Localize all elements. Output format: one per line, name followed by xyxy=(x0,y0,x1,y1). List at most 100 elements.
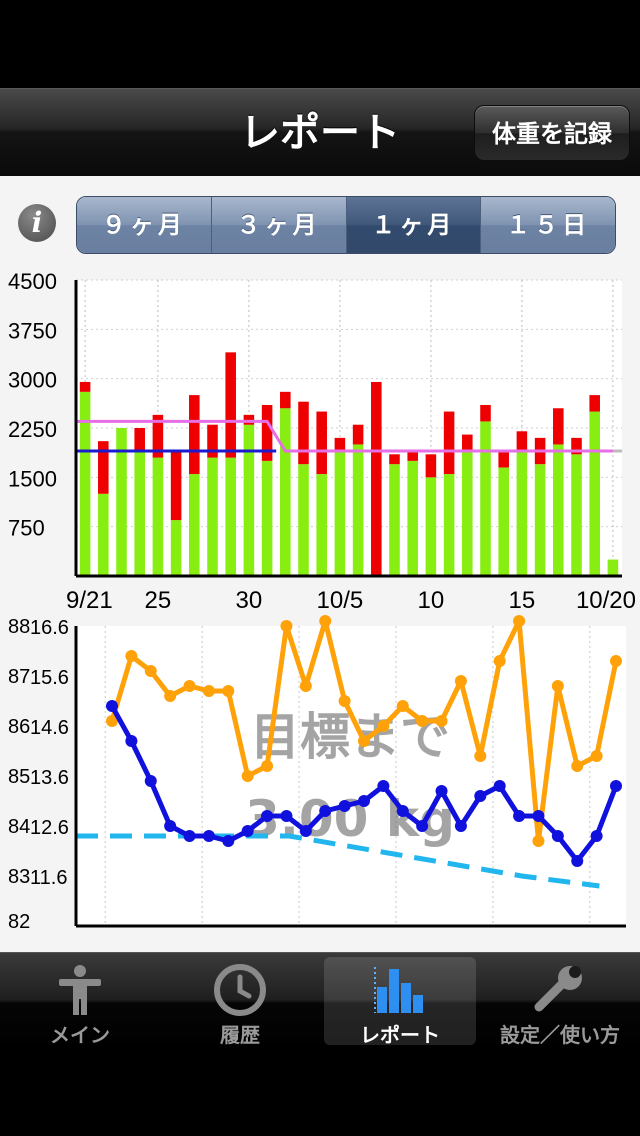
bar-x-tick-label: 25 xyxy=(145,587,172,614)
bar-red xyxy=(79,381,91,392)
bar-red xyxy=(371,381,382,576)
bar-red xyxy=(425,454,437,478)
tab-settings[interactable]: 設定／使い方 xyxy=(484,957,636,1047)
body-fat-point xyxy=(571,760,584,772)
bar-green xyxy=(298,464,309,576)
page-title: レポート xyxy=(240,110,400,156)
body-fat-point xyxy=(261,760,274,772)
segment-3-months[interactable]: ３ヶ月 xyxy=(211,197,347,253)
bar-chart-icon xyxy=(374,967,423,1013)
tab-report[interactable]: レポート xyxy=(324,957,476,1047)
period-segmented-control: ９ヶ月 ３ヶ月 １ヶ月 １５日 xyxy=(76,196,616,254)
body-fat-point xyxy=(144,665,157,677)
goal-trend-line xyxy=(76,833,600,889)
bar-y-tick-label: 3000 xyxy=(8,368,57,393)
bar-x-tick-label: 30 xyxy=(236,587,263,614)
weight-point xyxy=(610,780,622,792)
tab-history[interactable]: 履歴 xyxy=(164,957,316,1047)
body-fat-point xyxy=(358,735,370,747)
bar-red xyxy=(334,437,346,452)
bar-x-tick-label: 10/5 xyxy=(317,587,364,614)
body-fat-point xyxy=(202,685,215,697)
body-fat-point xyxy=(416,715,429,727)
bottom-area xyxy=(0,1050,640,1136)
body-fat-point xyxy=(106,715,118,727)
bar-red xyxy=(134,428,145,452)
calorie-bar-chart: 4500 3750 3000 2250 1500 750 9/21 25 30 10/5 10 15 1… xyxy=(8,269,636,614)
body-fat-point xyxy=(280,620,293,632)
bar-green xyxy=(334,451,346,576)
bar-green xyxy=(152,457,164,576)
info-icon[interactable]: i xyxy=(18,204,56,242)
bar-green xyxy=(571,454,582,576)
weight-point xyxy=(202,830,215,842)
body-fat-point xyxy=(435,715,448,727)
bar-red xyxy=(170,451,182,521)
bar-y-tick-label: 750 xyxy=(8,516,45,541)
navigation-bar: レポート 体重を記録 xyxy=(0,88,640,176)
weight-right-tick-label: 15.6 xyxy=(30,667,69,689)
wrench-icon xyxy=(534,966,582,1012)
segment-15-days[interactable]: １５日 xyxy=(481,197,615,253)
tab-main[interactable]: メイン xyxy=(4,957,156,1047)
bar-red xyxy=(225,352,236,458)
weight-point xyxy=(590,830,603,842)
bar-green xyxy=(480,421,491,576)
body-fat-point xyxy=(551,680,564,692)
bar-x-tick-label: 10 xyxy=(418,587,445,614)
bar-red xyxy=(516,431,528,452)
weight-point xyxy=(358,795,370,807)
body-fat-point xyxy=(493,655,506,667)
body-fat-point xyxy=(125,650,138,662)
tab-settings-label: 設定／使い方 xyxy=(500,1023,620,1047)
bar-green xyxy=(134,451,145,576)
bar-green xyxy=(407,460,418,576)
weight-point xyxy=(299,825,312,837)
bar-green xyxy=(189,474,200,576)
clock-icon xyxy=(214,964,266,1016)
bar-red xyxy=(207,424,218,458)
bar-y-tick-label: 4500 xyxy=(8,269,57,294)
segment-1-month[interactable]: １ヶ月 xyxy=(346,197,482,253)
bar-red xyxy=(553,408,564,445)
weight-left-tick-label: 83 xyxy=(8,866,30,888)
bar-red xyxy=(480,404,491,422)
bar-red xyxy=(280,391,291,409)
weight-left-tick-label: 86 xyxy=(8,716,30,738)
weight-point xyxy=(261,810,274,822)
record-weight-button[interactable]: 体重を記録 xyxy=(474,105,630,161)
bar-red xyxy=(498,451,509,468)
weight-left-tick-label: 82 xyxy=(8,911,30,933)
bar-red xyxy=(389,454,400,465)
tab-main-label: メイン xyxy=(50,1023,110,1047)
body-fat-point xyxy=(454,675,467,687)
bar-green xyxy=(243,424,255,576)
weight-point xyxy=(319,805,332,817)
segment-9-months[interactable]: ９ヶ月 xyxy=(77,197,212,253)
weight-point xyxy=(241,825,254,837)
weight-right-tick-label: 14.6 xyxy=(30,717,69,739)
bar-red xyxy=(352,424,364,445)
bar-red xyxy=(316,411,327,475)
bar-red xyxy=(98,441,109,494)
bar-green xyxy=(462,451,473,576)
weight-point xyxy=(125,735,138,747)
bar-red xyxy=(189,395,200,475)
report-content: i ９ヶ月 ３ヶ月 １ヶ月 １５日 4500 3750 3000 2250 1500 75… xyxy=(0,176,640,952)
bar-green xyxy=(116,428,127,576)
bar-green xyxy=(607,559,619,576)
weight-right-tick-label: 11.6 xyxy=(30,867,67,889)
weight-point xyxy=(454,820,467,832)
bar-y-tick-label: 1500 xyxy=(8,466,57,491)
body-fat-point xyxy=(319,615,332,627)
bar-target-line xyxy=(76,419,613,453)
status-bar xyxy=(0,0,640,88)
bar-green xyxy=(316,474,327,576)
bar-red xyxy=(462,434,473,452)
weight-point xyxy=(396,805,409,817)
weight-plot-area xyxy=(76,626,626,926)
weight-point xyxy=(106,700,118,712)
weight-left-tick-label: 84 xyxy=(8,816,30,838)
body-fat-point xyxy=(338,695,351,707)
bar-red xyxy=(443,411,455,475)
